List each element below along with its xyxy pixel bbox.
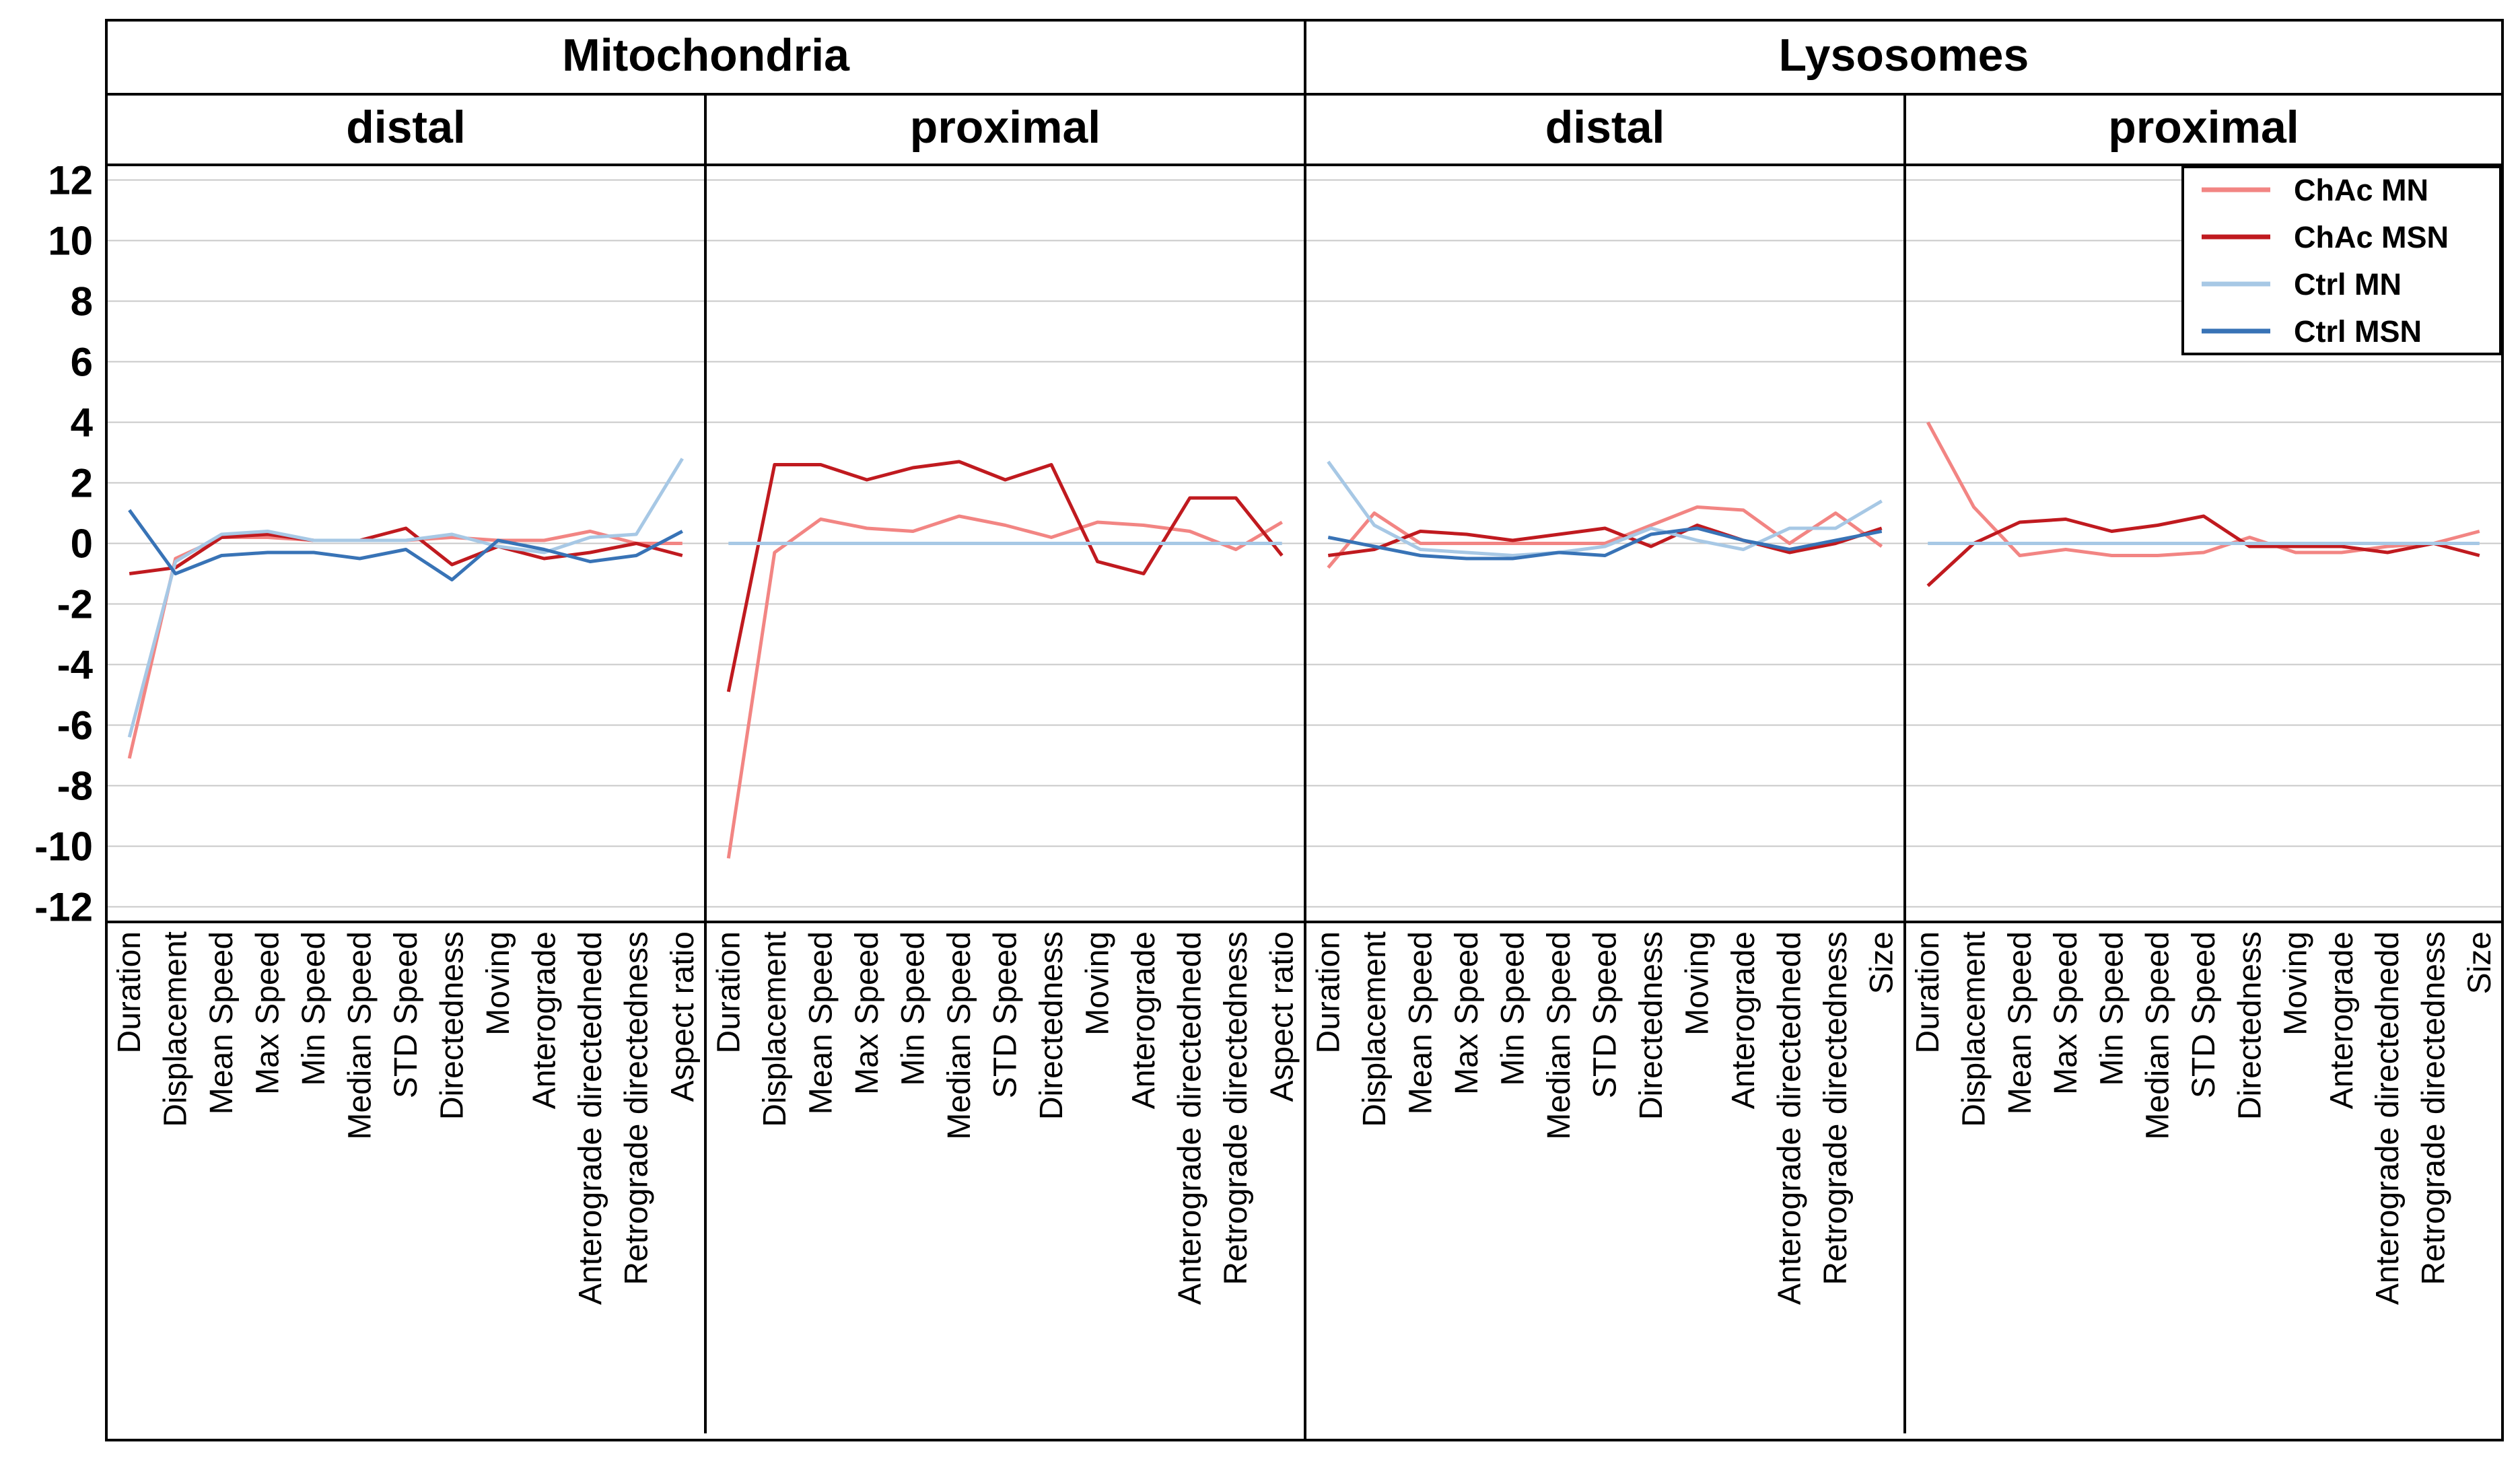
x-tick-label: Retrograde directedness (1218, 931, 1254, 1285)
subgroup-title: distal (346, 102, 466, 153)
y-tick-label: 0 (71, 522, 93, 567)
x-tick-label: Retrograde directedness (2416, 931, 2452, 1285)
legend-label: Ctrl MSN (2294, 314, 2422, 349)
x-tick-label: Directedness (434, 931, 470, 1120)
x-tick-label: Anterograde directednedd (2370, 931, 2406, 1305)
x-tick-label: Mean Speed (1403, 931, 1438, 1114)
panel-lyso-distal (1327, 460, 1883, 569)
x-tick-label: Min Speed (296, 931, 332, 1085)
x-tick-label: Aspect ratio (1265, 931, 1300, 1102)
x-tick-label: Retrograde directedness (1818, 931, 1854, 1285)
legend-label: ChAc MN (2294, 173, 2428, 207)
header-layer: Mitochondria distal proximal Lysosomes dista… (346, 30, 2299, 153)
y-tick-label: 8 (71, 279, 93, 324)
x-tick-label: Directedness (2232, 931, 2268, 1120)
x-tick-label: STD Speed (1588, 931, 1623, 1098)
panel-mito-proximal (726, 460, 1284, 859)
x-tick-label: Max Speed (1449, 931, 1485, 1095)
x-tick-label: STD Speed (2186, 931, 2222, 1098)
series-line (1926, 514, 2480, 587)
x-tick-label: Max Speed (849, 931, 885, 1095)
y-tick-label: 4 (71, 400, 94, 445)
panel-lyso-proximal (1926, 421, 2480, 587)
x-tick-label: Median Speed (2140, 931, 2176, 1140)
x-tick-label: Anterograde (1726, 931, 1761, 1109)
x-tick-label: Mean Speed (803, 931, 839, 1114)
x-tick-label: Anterograde directednedd (1772, 931, 1808, 1305)
x-tick-label: Anterograde (1126, 931, 1162, 1109)
x-tick-label: Displacement (1956, 931, 1992, 1127)
series-line (128, 509, 683, 581)
subgroup-title: proximal (910, 102, 1100, 153)
x-tick-label: Anterograde (526, 931, 562, 1109)
x-tick-label: Moving (1680, 931, 1716, 1036)
x-tick-label: Duration (1910, 931, 1946, 1053)
x-tick-label: Mean Speed (2002, 931, 2038, 1114)
y-tick-label: -10 (34, 824, 93, 869)
x-tick-label: Moving (2278, 931, 2314, 1036)
x-tick-label: Directedness (1034, 931, 1070, 1120)
x-tick-label: Min Speed (895, 931, 931, 1085)
x-tick-label: Displacement (158, 931, 194, 1127)
subgroup-title: distal (1545, 102, 1665, 153)
x-tick-label: Anterograde directednedd (573, 931, 608, 1305)
x-tick-label: Size (2462, 931, 2498, 994)
group-title: Lysosomes (1779, 30, 2029, 81)
x-tick-label: Max Speed (2048, 931, 2084, 1095)
x-tick-label: STD Speed (988, 931, 1024, 1098)
series-line (1926, 421, 2480, 557)
x-tick-label: STD Speed (388, 931, 424, 1098)
y-tick-label: -12 (34, 885, 93, 930)
x-tick-label: Directedness (1634, 931, 1669, 1120)
group-title: Mitochondria (562, 30, 850, 81)
x-tick-label: Aspect ratio (665, 931, 701, 1102)
y-tick-label: 12 (48, 158, 93, 203)
y-axis: 12 10 8 6 4 2 0 -2 -4 -6 -8 -10 -12 (34, 158, 108, 930)
y-tick-label: -4 (57, 643, 94, 688)
series-line (1327, 524, 1883, 557)
x-tick-label: Max Speed (250, 931, 286, 1095)
legend-label: ChAc MSN (2294, 220, 2449, 254)
x-tick-label: Displacement (757, 931, 793, 1127)
series-layer (127, 421, 2480, 859)
x-tick-label: Duration (112, 931, 147, 1053)
y-tick-label: -6 (57, 703, 93, 748)
panel-mito-distal (127, 458, 684, 759)
legend: ChAc MN ChAc MSN Ctrl MN Ctrl MSN (2181, 166, 2502, 355)
subgroup-title: proximal (2108, 102, 2299, 153)
x-tick-label: Median Speed (942, 931, 977, 1140)
y-tick-label: 2 (71, 461, 93, 506)
x-tick-label: Min Speed (2094, 931, 2130, 1085)
series-line (1327, 526, 1883, 561)
x-tick-label: Moving (1080, 931, 1116, 1036)
x-tick-label: Mean Speed (204, 931, 240, 1114)
x-tick-label: Size (1864, 931, 1900, 994)
y-tick-label: -2 (57, 582, 93, 627)
x-tick-label: Median Speed (343, 931, 378, 1140)
series-line (1327, 460, 1883, 557)
x-axis-labels: Duration Displacement Mean Speed Max Speed M… (112, 931, 2498, 1305)
y-tick-label: 6 (71, 340, 93, 385)
series-line (726, 514, 1283, 859)
series-line (726, 460, 1284, 692)
legend-box (2181, 166, 2502, 355)
series-line (129, 526, 683, 575)
x-tick-label: Anterograde (2324, 931, 2360, 1109)
y-tick-label: -8 (57, 764, 93, 809)
x-tick-label: Anterograde directednedd (1172, 931, 1208, 1305)
y-tick-label: 10 (48, 219, 93, 264)
x-tick-label: Median Speed (1541, 931, 1577, 1140)
x-tick-label: Duration (711, 931, 746, 1053)
x-tick-label: Displacement (1357, 931, 1393, 1127)
x-tick-label: Moving (481, 931, 516, 1036)
legend-label: Ctrl MN (2294, 267, 2402, 301)
series-line (127, 458, 684, 738)
x-tick-label: Min Speed (1495, 931, 1531, 1085)
x-tick-label: Retrograde directedness (619, 931, 654, 1285)
series-line (1327, 505, 1883, 569)
x-tick-label: Duration (1310, 931, 1346, 1053)
